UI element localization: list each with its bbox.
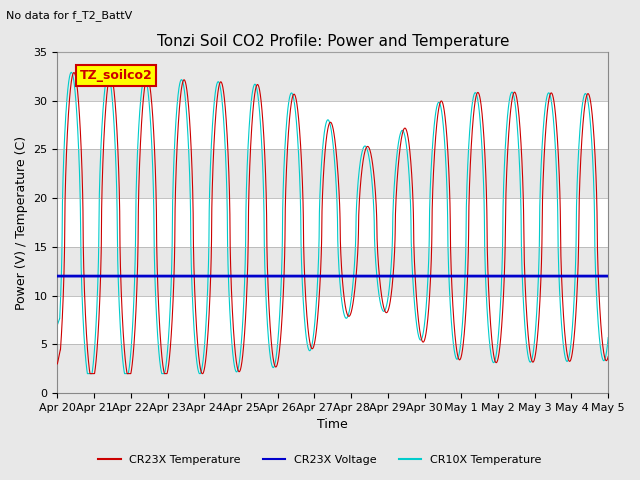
- Legend: CR23X Temperature, CR23X Voltage, CR10X Temperature: CR23X Temperature, CR23X Voltage, CR10X …: [94, 451, 546, 469]
- CR23X Temperature: [86, 371, 94, 376]
- CR10X Temperature: [54, 322, 61, 328]
- CR23X Voltage: [604, 273, 612, 279]
- CR23X Voltage: [207, 273, 215, 279]
- CR10X Temperature: [604, 336, 612, 342]
- CR23X Temperature: [207, 238, 215, 244]
- Bar: [58, 344, 608, 393]
- CR23X Temperature: [54, 361, 61, 367]
- CR23X Temperature: [397, 143, 404, 148]
- Line: CR10X Temperature: CR10X Temperature: [58, 72, 608, 373]
- Y-axis label: Power (V) / Temperature (C): Power (V) / Temperature (C): [15, 135, 28, 310]
- CR23X Temperature: [172, 180, 180, 185]
- CR10X Temperature: [387, 269, 395, 275]
- CR10X Temperature: [604, 335, 612, 340]
- CR10X Temperature: [552, 160, 560, 166]
- CR10X Temperature: [397, 131, 404, 136]
- Line: CR23X Temperature: CR23X Temperature: [58, 72, 608, 373]
- Bar: [58, 52, 608, 100]
- CR23X Temperature: [552, 119, 560, 124]
- CR23X Voltage: [396, 273, 404, 279]
- Title: Tonzi Soil CO2 Profile: Power and Temperature: Tonzi Soil CO2 Profile: Power and Temper…: [157, 34, 509, 49]
- Bar: [58, 247, 608, 296]
- X-axis label: Time: Time: [317, 419, 348, 432]
- CR23X Temperature: [604, 354, 612, 360]
- CR23X Temperature: [70, 70, 78, 75]
- CR10X Temperature: [84, 371, 92, 376]
- Text: TZ_soilco2: TZ_soilco2: [79, 69, 152, 82]
- Text: No data for f_T2_BattV: No data for f_T2_BattV: [6, 10, 132, 21]
- CR10X Temperature: [207, 139, 215, 145]
- CR23X Voltage: [387, 273, 394, 279]
- CR23X Voltage: [552, 273, 560, 279]
- Bar: [58, 149, 608, 198]
- CR10X Temperature: [172, 121, 180, 127]
- CR23X Temperature: [387, 295, 395, 301]
- CR23X Voltage: [172, 273, 179, 279]
- CR23X Voltage: [604, 273, 612, 279]
- CR23X Voltage: [54, 273, 61, 279]
- CR10X Temperature: [67, 70, 75, 75]
- CR23X Temperature: [604, 354, 612, 360]
